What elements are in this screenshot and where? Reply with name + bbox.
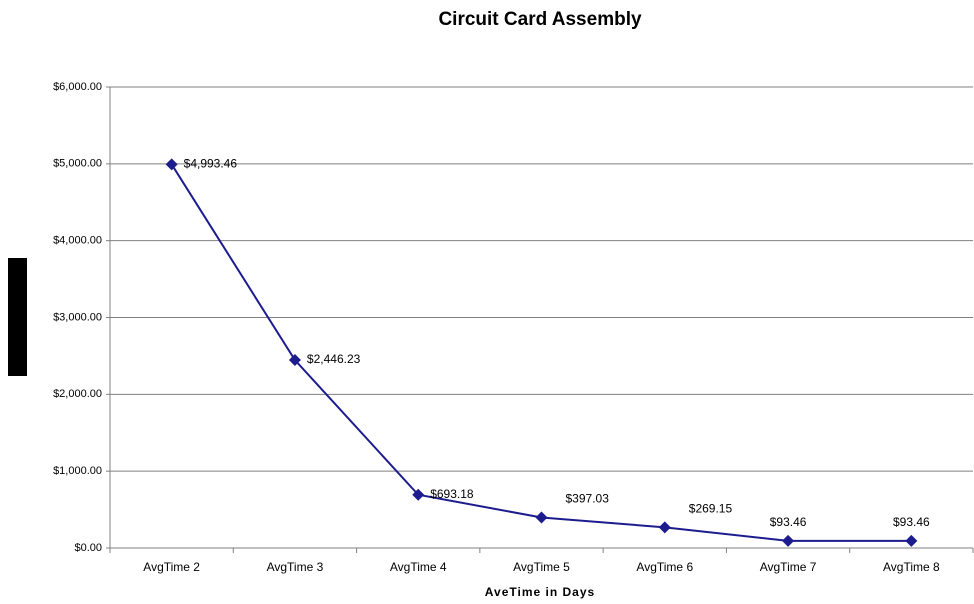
y-tick-label: $0.00 (74, 542, 102, 554)
data-label: $93.46 (770, 515, 807, 529)
data-label: $269.15 (689, 501, 733, 515)
data-label: $693.18 (430, 487, 474, 501)
data-point (288, 354, 301, 367)
x-tick-label: AvgTime 4 (390, 560, 447, 574)
y-tick-label: $1,000.00 (53, 465, 102, 477)
x-axis-title: AveTime in Days (485, 585, 595, 599)
y-tick-label: $4,000.00 (53, 235, 102, 247)
data-label: $397.03 (566, 492, 610, 506)
x-tick-label: AvgTime 6 (636, 560, 693, 574)
data-point (165, 158, 178, 171)
data-point (905, 534, 918, 547)
data-label: $4,993.46 (184, 157, 238, 171)
y-tick-label: $6,000.00 (53, 81, 102, 93)
data-label: $93.46 (893, 515, 930, 529)
data-label: $2,446.23 (307, 352, 361, 366)
series-line (170, 163, 912, 542)
redacted-block (8, 258, 27, 376)
x-tick-label: AvgTime 2 (143, 560, 200, 574)
y-tick-label: $2,000.00 (53, 388, 102, 400)
data-point (658, 521, 671, 534)
data-point (782, 534, 795, 547)
x-tick-label: AvgTime 3 (267, 560, 324, 574)
y-tick-label: $3,000.00 (53, 311, 102, 323)
data-point (535, 511, 548, 524)
y-tick-label: $5,000.00 (53, 158, 102, 170)
x-tick-label: AvgTime 7 (760, 560, 817, 574)
chart-title: Circuit Card Assembly (438, 9, 642, 30)
data-point (412, 488, 425, 501)
x-tick-label: AvgTime 8 (883, 560, 940, 574)
x-tick-label: AvgTime 5 (513, 560, 570, 574)
